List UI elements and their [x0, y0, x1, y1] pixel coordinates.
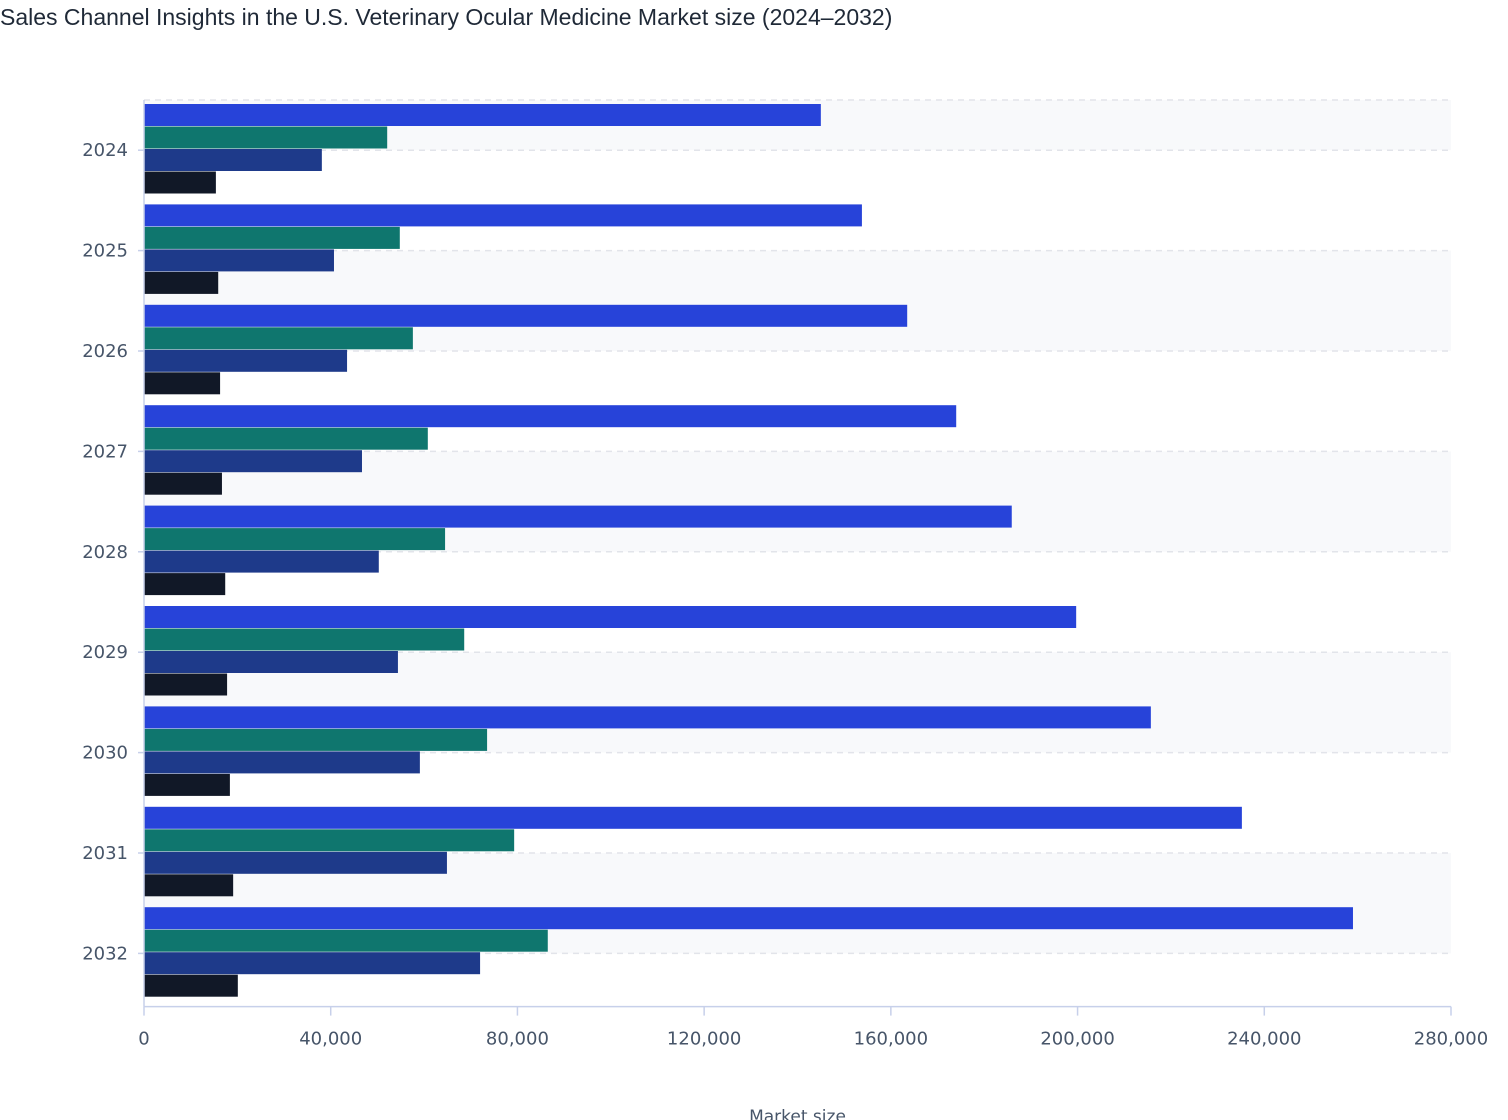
x-tick-label: 0	[138, 1029, 149, 1050]
bar-2031-series-2	[144, 829, 515, 852]
x-tick-label: 200,000	[1040, 1029, 1114, 1050]
bar-2026-series-1	[144, 304, 908, 327]
bar-2027-series-2	[144, 427, 428, 450]
x-axis-label: Market size	[749, 1107, 846, 1120]
bar-2026-series-3	[144, 349, 348, 372]
bar-2029-series-1	[144, 606, 1077, 628]
bar-2030-series-2	[144, 728, 488, 751]
bar-2031-series-3	[144, 851, 447, 874]
bar-2028-series-2	[144, 528, 446, 551]
bar-2029-series-2	[144, 628, 465, 651]
bar-2028-series-4	[144, 573, 226, 596]
bar-2031-series-1	[144, 806, 1242, 829]
x-tick-label: 40,000	[299, 1029, 362, 1050]
bar-2032-series-1	[144, 907, 1353, 930]
y-tick-label: 2030	[82, 743, 128, 764]
bar-2025-series-4	[144, 271, 219, 294]
bar-2024-series-2	[144, 126, 388, 149]
bar-2026-series-4	[144, 372, 221, 395]
x-tick-label: 80,000	[486, 1029, 549, 1050]
y-tick-label: 2032	[82, 943, 128, 964]
bar-2028-series-1	[144, 505, 1012, 528]
bar-2024-series-3	[144, 149, 322, 171]
y-tick-label: 2028	[82, 542, 128, 563]
bar-2028-series-3	[144, 550, 379, 573]
bar-2031-series-4	[144, 874, 234, 897]
bar-2030-series-4	[144, 773, 230, 796]
bar-2024-series-4	[144, 171, 216, 194]
y-tick-label: 2026	[82, 341, 128, 362]
y-tick-label: 2025	[82, 241, 128, 262]
y-tick-label: 2029	[82, 642, 128, 663]
chart-title: Sales Channel Insights in the U.S. Veter…	[0, 4, 893, 30]
bar-2027-series-3	[144, 450, 362, 473]
y-tick-label: 2031	[82, 843, 128, 864]
bar-2029-series-4	[144, 673, 228, 696]
y-tick-label: 2024	[82, 140, 128, 161]
bar-2030-series-3	[144, 751, 420, 774]
bar-2027-series-4	[144, 472, 222, 495]
bar-2032-series-3	[144, 952, 481, 975]
bar-2024-series-1	[144, 104, 821, 126]
x-tick-label: 240,000	[1227, 1029, 1301, 1050]
bar-2026-series-2	[144, 327, 413, 350]
bar-2032-series-2	[144, 929, 548, 952]
y-tick-label: 2027	[82, 441, 128, 462]
x-tick-label: 280,000	[1414, 1029, 1488, 1050]
bar-2025-series-1	[144, 204, 862, 227]
bar-2025-series-3	[144, 249, 334, 272]
x-tick-label: 160,000	[854, 1029, 928, 1050]
bar-2030-series-1	[144, 706, 1151, 729]
bar-2027-series-1	[144, 405, 957, 428]
x-tick-label: 120,000	[667, 1029, 741, 1050]
bar-2025-series-2	[144, 226, 400, 249]
bar-2029-series-3	[144, 651, 398, 673]
bar-2032-series-4	[144, 974, 238, 997]
